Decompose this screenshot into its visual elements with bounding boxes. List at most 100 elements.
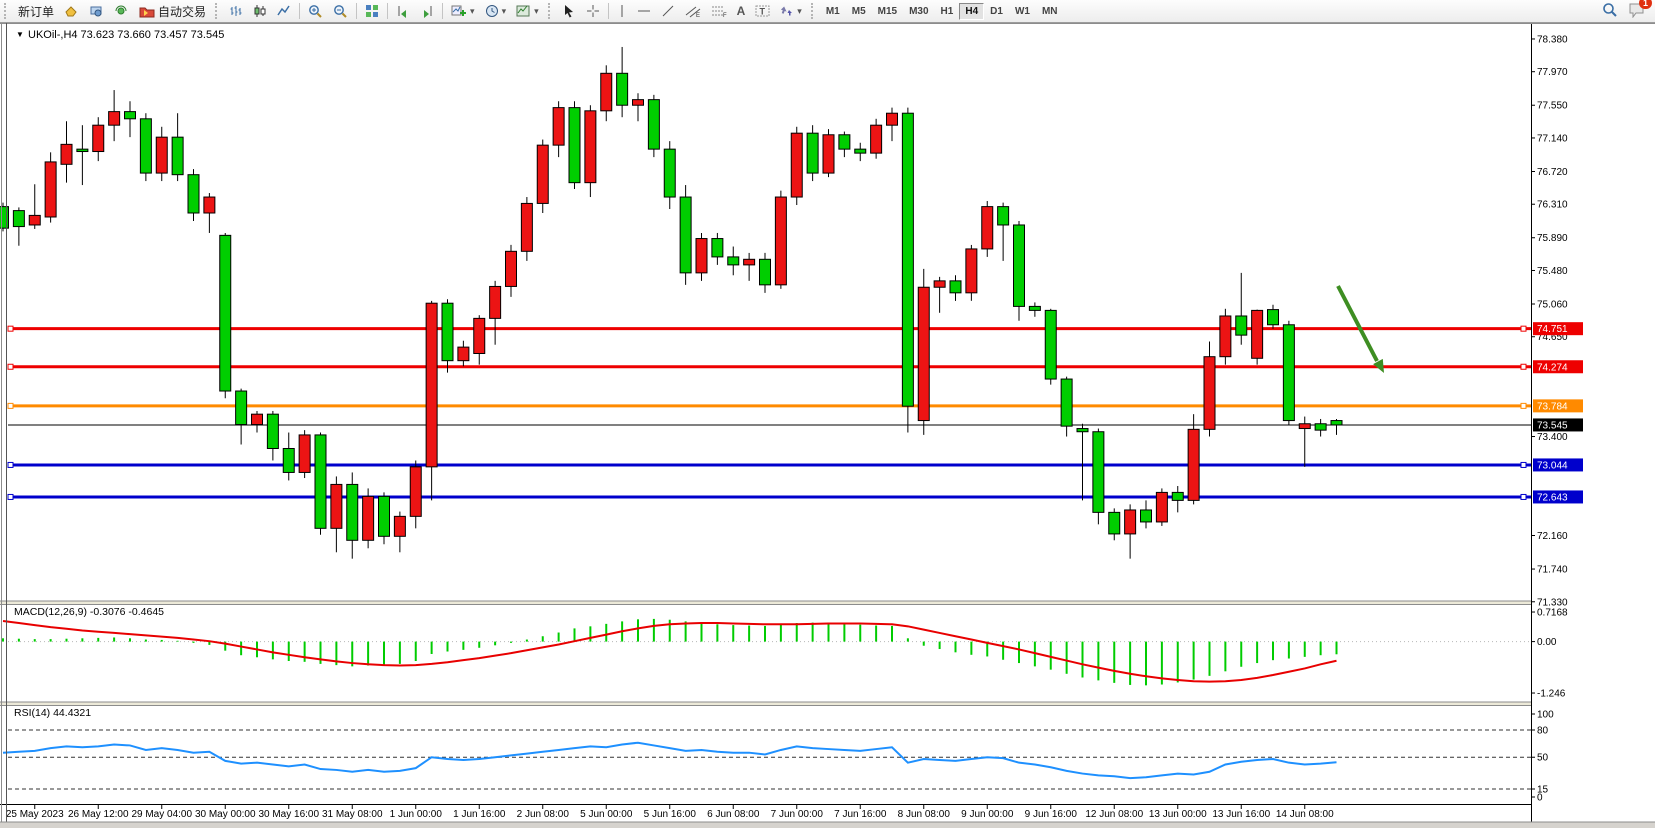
trend-arrow[interactable]	[1336, 285, 1379, 362]
time-tick-label[interactable]: 1 Jun 00:00	[390, 809, 443, 820]
trend-arrow-head[interactable]	[1373, 358, 1384, 373]
new-order-icon[interactable]	[59, 1, 84, 21]
crosshair-icon[interactable]	[581, 1, 605, 21]
macd-tick-label[interactable]: -1.246	[1537, 689, 1566, 700]
price-tick-label[interactable]: 77.970	[1537, 67, 1568, 78]
new-order-button[interactable]: 新订单	[13, 1, 59, 21]
trendline-icon[interactable]	[656, 1, 680, 21]
time-tick-label[interactable]: 9 Jun 00:00	[961, 809, 1014, 820]
cursor-icon[interactable]	[557, 1, 581, 21]
rsi-tick-label[interactable]: 100	[1537, 710, 1554, 721]
template-icon[interactable]: ▾	[511, 1, 544, 21]
price-tick-label[interactable]: 75.480	[1537, 266, 1568, 277]
time-tick-label[interactable]: 7 Jun 16:00	[834, 809, 887, 820]
arrows-icon[interactable]: ▾	[775, 1, 807, 21]
price-tick-label[interactable]: 75.890	[1537, 233, 1568, 244]
price-tick-label[interactable]: 73.400	[1537, 432, 1568, 443]
rsi-tick-label[interactable]: 0	[1537, 793, 1543, 804]
timeframe-button-m15[interactable]: M15	[872, 3, 903, 20]
hline-handle-right[interactable]	[1520, 461, 1527, 468]
price-tick-label[interactable]: 71.330	[1537, 597, 1568, 608]
hline-handle-right[interactable]	[1520, 325, 1527, 332]
step-forward-icon[interactable]	[415, 1, 439, 21]
time-tick-label[interactable]: 13 Jun 00:00	[1149, 809, 1207, 820]
timeframe-button-h4[interactable]: H4	[959, 2, 985, 20]
rsi-tick-label[interactable]: 15	[1537, 785, 1549, 796]
hline-handle-left[interactable]	[7, 402, 14, 409]
time-tick-label[interactable]: 8 Jun 08:00	[898, 809, 951, 820]
terminal-icon[interactable]	[84, 1, 109, 21]
price-tick-label[interactable]: 71.740	[1537, 565, 1568, 576]
time-tick-label[interactable]: 12 Jun 08:00	[1085, 809, 1143, 820]
hline-handle-left[interactable]	[7, 461, 14, 468]
price-tick-label[interactable]: 76.310	[1537, 200, 1568, 211]
channel-icon[interactable]: E	[680, 1, 706, 21]
periods-icon[interactable]: ▾	[480, 1, 512, 21]
timeframe-button-m1[interactable]: M1	[820, 3, 846, 20]
rsi-tick-label[interactable]: 80	[1537, 726, 1549, 737]
time-tick-label[interactable]: 31 May 08:00	[322, 809, 383, 820]
candle-body	[1092, 431, 1105, 513]
timeframe-button-d1[interactable]: D1	[984, 3, 1009, 20]
time-tick-label[interactable]: 1 Jun 16:00	[453, 809, 506, 820]
timeframe-button-m5[interactable]: M5	[846, 3, 872, 20]
candlestick-icon[interactable]	[248, 1, 272, 21]
time-tick-label[interactable]: 6 Jun 08:00	[707, 809, 760, 820]
panel-divider[interactable]	[0, 702, 1655, 706]
symbol-dropdown-icon[interactable]: ▼	[16, 30, 24, 39]
text-icon[interactable]: A	[732, 1, 751, 21]
time-tick-label[interactable]: 7 Jun 00:00	[771, 809, 824, 820]
chart-canvas[interactable]: 78.380 77.970 77.550 77.140 76.720 76.310 75.8…	[0, 23, 1655, 828]
zoom-in-icon[interactable]	[303, 1, 328, 21]
time-tick-label[interactable]: 5 Jun 00:00	[580, 809, 633, 820]
time-tick-label[interactable]: 14 Jun 08:00	[1276, 809, 1334, 820]
hline-handle-left[interactable]	[7, 325, 14, 332]
chart-window[interactable]: 78.380 77.970 77.550 77.140 76.720 76.310 75.8…	[0, 23, 1655, 828]
macd-tick-label[interactable]: 0.00	[1537, 637, 1557, 648]
price-tick-label[interactable]: 77.140	[1537, 133, 1568, 144]
time-tick-label[interactable]: 13 Jun 16:00	[1212, 809, 1270, 820]
price-tick-label[interactable]: 75.060	[1537, 300, 1568, 311]
vline-icon[interactable]	[612, 1, 632, 21]
price-tick-label[interactable]: 77.550	[1537, 101, 1568, 112]
tile-windows-icon[interactable]	[360, 1, 384, 21]
price-tick-label[interactable]: 74.650	[1537, 332, 1568, 343]
price-tick-label[interactable]: 76.720	[1537, 167, 1568, 178]
time-tick-label[interactable]: 30 May 16:00	[258, 809, 319, 820]
time-tick-label[interactable]: 2 Jun 08:00	[517, 809, 570, 820]
rsi-tick-label[interactable]: 50	[1537, 753, 1549, 764]
time-tick-label[interactable]: 5 Jun 16:00	[644, 809, 697, 820]
panel-divider[interactable]	[0, 601, 1655, 605]
hline-handle-left[interactable]	[7, 493, 14, 500]
time-tick-label[interactable]: 9 Jun 16:00	[1025, 809, 1078, 820]
fibonacci-icon[interactable]: F	[706, 1, 732, 21]
signal-icon[interactable]	[109, 1, 134, 21]
step-back-icon[interactable]	[391, 1, 415, 21]
zoom-out-icon[interactable]	[328, 1, 353, 21]
text-label-icon[interactable]: T	[750, 1, 775, 21]
time-tick-label[interactable]: 29 May 04:00	[131, 809, 192, 820]
bar-chart-icon[interactable]	[224, 1, 248, 21]
hline-icon[interactable]	[632, 1, 656, 21]
hline-handle-right[interactable]	[1520, 402, 1527, 409]
price-tick-label[interactable]: 72.160	[1537, 531, 1568, 542]
time-tick-label[interactable]: 30 May 00:00	[195, 809, 256, 820]
search-icon[interactable]	[1602, 2, 1618, 21]
timeframe-button-m30[interactable]: M30	[903, 3, 934, 20]
auto-trading-button[interactable]: 自动交易	[134, 1, 211, 21]
candle-body	[727, 256, 740, 266]
macd-tick-label[interactable]: 0.7168	[1537, 608, 1568, 619]
hline-handle-right[interactable]	[1520, 363, 1527, 370]
timeframe-button-h1[interactable]: H1	[935, 3, 960, 20]
time-tick-label[interactable]: 26 May 12:00	[68, 809, 129, 820]
time-tick-label[interactable]: 25 May 2023	[6, 809, 64, 820]
hline-handle-right[interactable]	[1520, 493, 1527, 500]
hline-handle-left[interactable]	[7, 363, 14, 370]
timeframe-button-mn[interactable]: MN	[1036, 3, 1064, 20]
chat-icon[interactable]: 1	[1628, 0, 1652, 21]
indicators-icon[interactable]: ▾	[446, 1, 480, 21]
timeframe-button-w1[interactable]: W1	[1009, 3, 1036, 20]
line-chart-icon[interactable]	[272, 1, 296, 21]
candle-body	[965, 248, 978, 294]
price-tick-label[interactable]: 78.380	[1537, 34, 1568, 45]
